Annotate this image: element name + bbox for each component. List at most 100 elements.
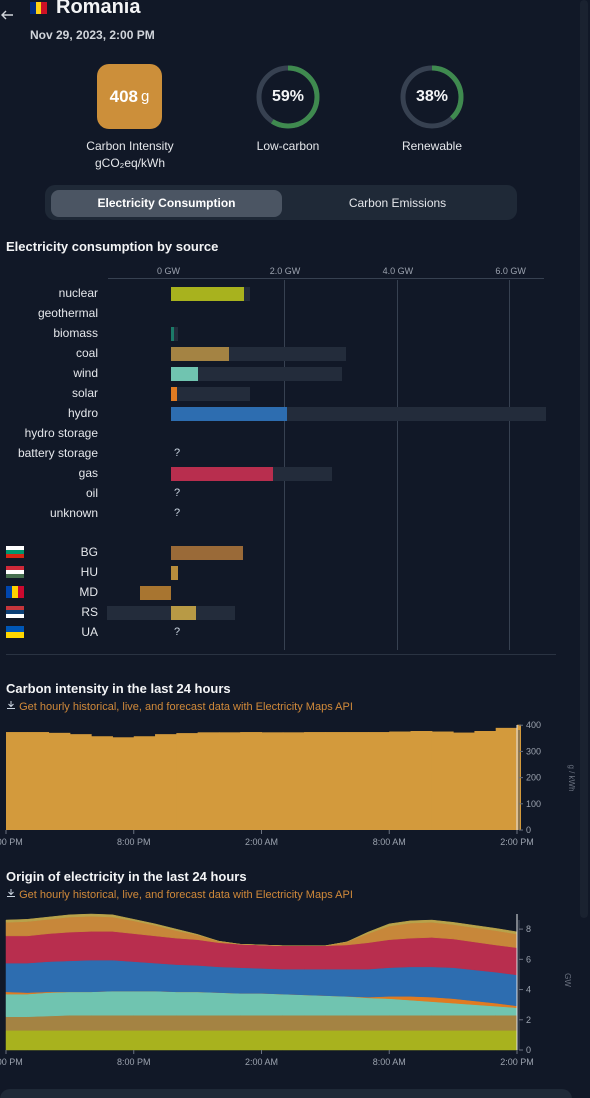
exchange-bar-rs	[171, 606, 197, 620]
origin-chart-title: Origin of electricity in the last 24 hou…	[6, 869, 247, 884]
y-tick-label: 8	[526, 924, 531, 934]
carbon-intensity-label-line2: gCO₂eq/kWh	[94, 156, 165, 170]
production-bar-gas	[171, 467, 273, 481]
source-label-battery-storage: battery storage	[17, 446, 98, 460]
carbon-intensity-bar	[325, 732, 348, 830]
flag-md-icon	[6, 586, 24, 598]
y-tick-label: 200	[526, 773, 541, 783]
x-tick-label: 2:00 PM	[500, 837, 534, 847]
exchange-bar-hu	[171, 566, 179, 580]
carbon-intensity-bar	[304, 732, 326, 830]
carbon-chart-title: Carbon intensity in the last 24 hours	[6, 681, 231, 696]
grid-line	[509, 280, 511, 650]
low-carbon-ring: 59%	[255, 64, 321, 135]
y-tick-label: 300	[526, 746, 541, 756]
x-tick-label: 8:00 AM	[373, 837, 406, 847]
carbon-intensity-bar	[48, 732, 71, 830]
consumption-title: Electricity consumption by source	[6, 239, 219, 254]
unknown-value-marker: ?	[174, 626, 181, 638]
renewable-value: 38%	[415, 88, 449, 105]
carbon-intensity-bar	[112, 737, 135, 830]
carbon-intensity-bar	[346, 732, 369, 830]
unknown-value-marker: ?	[174, 447, 181, 459]
carbon-intensity-bar	[261, 732, 284, 830]
source-label-coal: coal	[75, 346, 98, 360]
exchange-bar-bg	[171, 546, 243, 560]
x-tick-label: 2:00 PM	[500, 1057, 534, 1067]
carbon-intensity-bar	[6, 732, 28, 830]
download-icon	[7, 701, 15, 709]
y-tick-label: 0	[526, 825, 531, 835]
flag-ua-icon	[6, 626, 24, 638]
carbon-intensity-bar	[197, 732, 220, 830]
tab-carbon-emissions[interactable]: Carbon Emissions	[348, 196, 447, 210]
production-bar-coal	[171, 347, 230, 361]
flag-hu-icon	[6, 566, 24, 578]
source-label-solar: solar	[71, 386, 98, 400]
carbon-intensity-bar	[495, 727, 518, 830]
axis-tick-label: 2.0 GW	[269, 266, 301, 276]
source-label-gas: gas	[78, 466, 98, 480]
romania-flag-icon	[30, 2, 48, 14]
y-tick-label: 100	[526, 799, 541, 809]
carbon-intensity-bar	[474, 731, 497, 830]
y-tick-label: 4	[526, 985, 531, 995]
capacity-bar	[171, 367, 342, 381]
y-tick-label: 400	[526, 720, 541, 730]
exchange-label-bg: BG	[80, 545, 98, 559]
carbon-intensity-value: 408	[109, 86, 139, 106]
consumption-axis-line	[108, 278, 544, 279]
tab-electricity-consumption[interactable]: Electricity Consumption	[51, 190, 282, 217]
unknown-value-marker: ?	[174, 487, 181, 499]
carbon-intensity-bar	[133, 736, 156, 830]
x-tick-label: 2:00 AM	[245, 837, 278, 847]
carbon-intensity-bar	[240, 732, 262, 830]
carbon-intensity-bar	[91, 736, 113, 830]
exchange-label-rs: RS	[81, 605, 98, 619]
carbon-intensity-bar	[389, 731, 412, 830]
download-icon	[7, 889, 15, 897]
y-axis-unit: GW	[563, 973, 572, 987]
axis-tick-label: 6.0 GW	[495, 266, 526, 276]
exchange-label-md: MD	[79, 585, 98, 599]
flag-bg-icon	[6, 546, 24, 558]
grid-line	[396, 280, 398, 650]
capacity-bar	[107, 606, 235, 620]
carbon-intensity-label-line1: Carbon Intensity	[86, 139, 174, 153]
x-tick-label: 8:00 PM	[117, 837, 151, 847]
source-label-biomass: biomass	[53, 326, 98, 340]
carbon-intensity-unit: g	[141, 88, 150, 105]
y-tick-label: 0	[526, 1045, 531, 1055]
production-bar-biomass	[171, 327, 174, 341]
source-label-hydro: hydro	[67, 406, 98, 420]
low-carbon-value: 59%	[271, 88, 305, 105]
exchange-label-ua: UA	[81, 625, 98, 639]
grid-line	[283, 280, 285, 650]
carbon-intensity-bar	[453, 732, 475, 830]
origin-chart-api-link[interactable]: Get hourly historical, live, and forecas…	[6, 888, 353, 901]
carbon-intensity-bar	[69, 734, 92, 830]
source-label-unknown: unknown	[49, 506, 98, 520]
carbon-chart-api-link[interactable]: Get hourly historical, live, and forecas…	[6, 700, 353, 713]
y-tick-label: 2	[526, 1015, 531, 1025]
carbon-intensity-bar	[27, 732, 50, 830]
axis-tick-label: 4.0 GW	[382, 266, 414, 276]
renewable-label: Renewable	[401, 139, 463, 153]
axis-tick-label: 0 GW	[157, 266, 181, 276]
x-tick-label: 8:00 PM	[117, 1057, 151, 1067]
source-label-geothermal: geothermal	[37, 306, 98, 320]
capacity-bar	[171, 387, 250, 401]
origin-of-electricity-chart[interactable]: 8 6 4 2 0 GW 2:00 PM 8:00 PM 2:00 AM 8:00 AM 2:00 …	[0, 908, 575, 1070]
carbon-intensity-bar	[218, 732, 241, 830]
x-tick-label: 2:00 AM	[245, 1057, 278, 1067]
capacity-bar	[171, 327, 178, 341]
production-bar-nuclear	[171, 287, 245, 301]
unknown-value-marker: ?	[174, 507, 181, 519]
exchange-bar-md	[139, 586, 171, 600]
scrollbar[interactable]	[580, 0, 588, 918]
back-arrow-icon[interactable]	[0, 8, 14, 27]
datetime-label: Nov 29, 2023, 2:00 PM	[30, 28, 155, 42]
carbon-intensity-chart[interactable]: 400 300 200 100 0 g / kWh 2:00 PM 8:00 PM 2:00 A…	[0, 720, 575, 852]
y-tick-label: 6	[526, 954, 531, 964]
source-label-oil: oil	[85, 486, 98, 500]
